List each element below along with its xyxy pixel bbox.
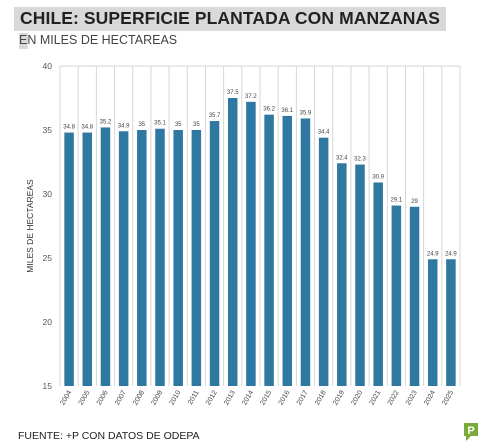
data-label: 24.9 <box>445 251 457 257</box>
x-tick-label: 2017 <box>296 389 310 406</box>
bar <box>173 130 183 386</box>
data-label: 35 <box>193 122 200 128</box>
data-label: 29 <box>411 199 418 205</box>
data-label: 34.8 <box>81 125 93 131</box>
bar <box>137 130 147 386</box>
data-label: 24.9 <box>427 251 439 257</box>
data-label: 34.9 <box>118 123 130 129</box>
y-tick-label: 40 <box>43 61 53 71</box>
subtitle-highlight-mark <box>19 33 28 49</box>
bar <box>264 114 274 386</box>
data-label: 29.1 <box>391 198 403 204</box>
x-tick-label: 2019 <box>332 389 346 406</box>
bar <box>191 130 202 386</box>
data-label: 32.3 <box>354 157 366 163</box>
x-tick-label: 2024 <box>423 389 437 406</box>
bar <box>227 98 238 386</box>
subtitle-block: EN MILES DE HECTAREAS <box>19 33 178 49</box>
bar <box>246 101 256 386</box>
bar <box>118 131 129 386</box>
y-tick-label: 20 <box>43 317 53 327</box>
bar <box>409 206 420 386</box>
x-tick-label: 2016 <box>278 389 292 406</box>
x-tick-label: 2014 <box>241 389 255 406</box>
bar <box>155 128 165 386</box>
x-tick-label: 2010 <box>169 389 183 406</box>
data-label: 36.1 <box>281 108 293 114</box>
title-highlight: CHILE: SUPERFICIE PLANTADA CON MANZANAS <box>14 7 447 31</box>
x-tick-label: 2013 <box>223 389 237 406</box>
data-label: 35.1 <box>154 121 166 127</box>
x-tick-label: 2006 <box>96 389 110 406</box>
x-tick-label: 2004 <box>59 389 73 406</box>
x-tick-label: 2005 <box>78 389 92 406</box>
x-tick-label: 2012 <box>205 389 219 406</box>
bar <box>318 137 329 386</box>
bar <box>355 164 365 386</box>
y-tick-label: 15 <box>43 381 53 391</box>
y-tick-label: 30 <box>43 189 53 199</box>
bar <box>82 132 93 386</box>
data-label: 35.2 <box>100 119 112 125</box>
data-label: 32.4 <box>336 155 348 161</box>
data-label: 34.8 <box>63 125 75 131</box>
data-label: 35.9 <box>300 110 312 116</box>
svg-text:P: P <box>467 425 474 437</box>
x-tick-label: 2015 <box>259 389 273 406</box>
bar <box>64 132 74 386</box>
data-label: 37.5 <box>227 90 239 96</box>
x-tick-label: 2007 <box>114 389 128 406</box>
data-label: 37.2 <box>245 94 257 100</box>
source-note: FUENTE: +P CON DATOS DE ODEPA <box>18 430 200 442</box>
data-label: 35 <box>138 122 145 128</box>
bar <box>282 115 293 387</box>
logo-icon: P <box>464 423 478 441</box>
y-axis-label: MILES DE HECTAREAS <box>25 179 35 273</box>
x-tick-label: 2023 <box>405 389 419 406</box>
x-tick-label: 2018 <box>314 389 328 406</box>
x-tick-label: 2011 <box>187 389 201 406</box>
x-tick-label: 2025 <box>441 389 455 406</box>
x-tick-label: 2008 <box>132 389 146 406</box>
bar <box>446 259 456 386</box>
page-subtitle: EN MILES DE HECTAREAS <box>19 33 178 47</box>
x-tick-label: 2020 <box>350 389 364 406</box>
data-label: 35 <box>175 122 182 128</box>
bar <box>427 259 438 386</box>
bar <box>300 118 311 386</box>
page-title: CHILE: SUPERFICIE PLANTADA CON MANZANAS <box>20 8 441 28</box>
x-tick-label: 2022 <box>387 389 401 406</box>
data-label: 36.2 <box>263 107 275 113</box>
data-label: 35.7 <box>209 113 221 119</box>
y-tick-label: 25 <box>43 253 53 263</box>
bar <box>337 163 347 386</box>
bar <box>391 205 402 386</box>
x-tick-label: 2009 <box>150 389 164 406</box>
bar <box>373 182 383 386</box>
data-label: 34.4 <box>318 130 330 136</box>
bar <box>209 121 220 386</box>
bar <box>100 127 111 386</box>
y-tick-label: 35 <box>43 125 53 135</box>
data-label: 30.9 <box>372 174 384 180</box>
x-tick-label: 2021 <box>369 389 383 406</box>
